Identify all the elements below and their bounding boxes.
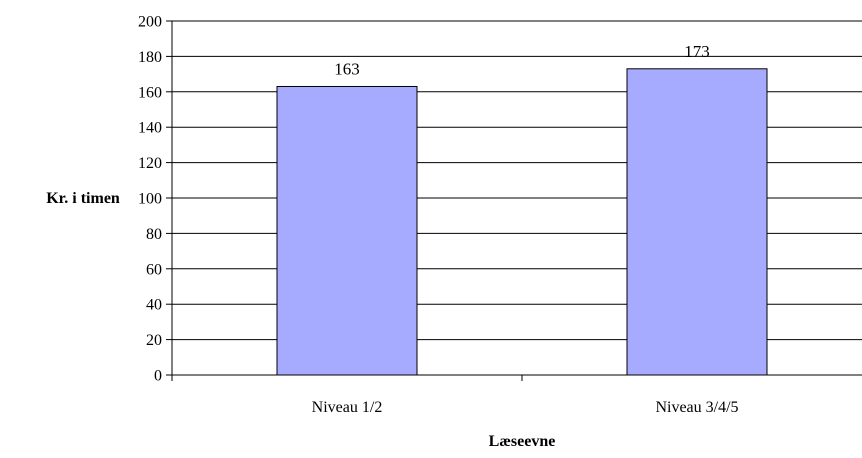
bar-2: [626, 68, 768, 376]
y-tick-label: 140: [138, 120, 162, 137]
y-tick-label: 80: [146, 226, 162, 243]
data-label: 173: [684, 42, 710, 61]
y-tick-label: 20: [146, 332, 162, 349]
x-tick-label: Niveau 3/4/5: [655, 399, 738, 416]
bars: [276, 68, 768, 376]
x-axis-title: Læseevne: [489, 433, 556, 450]
y-tick-label: 40: [146, 297, 162, 314]
y-axis-title: Kr. i timen: [46, 190, 120, 207]
y-tick-label: 120: [138, 155, 162, 172]
bar-1: [276, 85, 418, 376]
y-tick-label: 100: [138, 191, 162, 208]
y-tick-label: 160: [138, 84, 162, 101]
axes: [166, 20, 862, 381]
y-tick-label: 200: [138, 14, 162, 31]
y-tick-label: 0: [154, 368, 162, 385]
data-label: 163: [334, 59, 360, 78]
y-tick-label: 180: [138, 49, 162, 66]
x-tick-label: Niveau 1/2: [312, 399, 383, 416]
labels: 0 20 40 60 80 100 120 140 160 180 200 163 Niveau 1/2…: [138, 14, 739, 417]
y-tick-label: 60: [146, 261, 162, 278]
